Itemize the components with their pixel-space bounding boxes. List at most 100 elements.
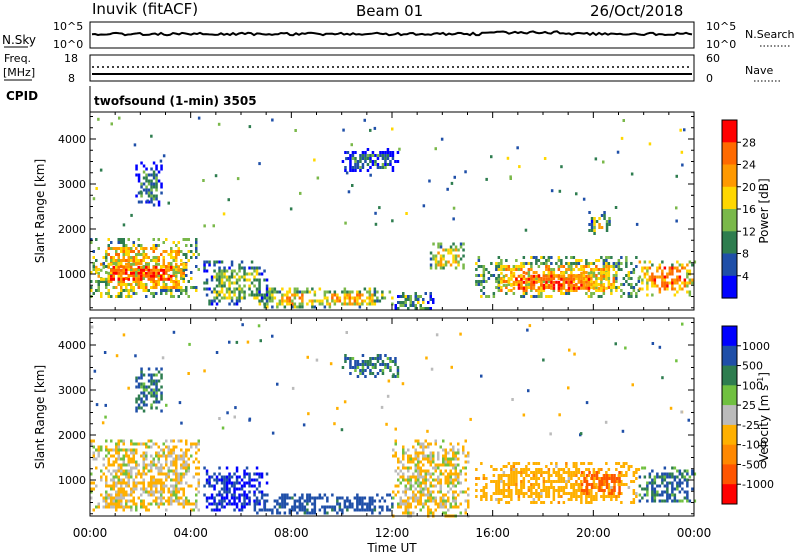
heatmap-cell (172, 439, 175, 443)
heatmap-cell (150, 182, 153, 186)
heatmap-cell (343, 400, 347, 404)
heatmap-cell (671, 269, 674, 273)
heatmap-cell (122, 283, 125, 286)
heatmap-cell (90, 442, 93, 446)
heatmap-cell (170, 484, 173, 488)
heatmap-cell (356, 508, 359, 512)
heatmap-cell (530, 283, 533, 287)
heatmap-cell (517, 471, 521, 474)
heatmap-cell (142, 256, 145, 259)
heatmap-cell (155, 182, 158, 186)
heatmap-cell (235, 340, 239, 344)
heatmap-cell (691, 487, 694, 491)
heatmap-cell (422, 442, 425, 446)
heatmap-cell (152, 499, 155, 503)
heatmap-cell (417, 442, 420, 446)
heatmap-cell (281, 496, 284, 500)
heatmap-cell (263, 499, 267, 503)
heatmap-cell (253, 499, 256, 503)
heatmap-cell (213, 275, 216, 279)
heatmap-cell (691, 469, 694, 473)
heatmap-cell (132, 490, 135, 494)
heatmap-cell (364, 369, 367, 372)
heatmap-cell (117, 457, 120, 461)
heatmap-cell (391, 166, 395, 169)
heatmap-cell (107, 292, 110, 295)
heatmap-cell (308, 493, 312, 497)
heatmap-cell (271, 118, 274, 122)
heatmap-cell (172, 460, 175, 464)
heatmap-cell (477, 274, 481, 277)
heatmap-cell (341, 511, 344, 515)
heatmap-cell (401, 382, 405, 386)
heatmap-cell (122, 259, 125, 262)
heatmap-cell (303, 505, 307, 509)
heatmap-cell (368, 496, 372, 500)
heatmap-cell (520, 468, 523, 471)
heatmap-cell (182, 238, 185, 241)
heatmap-cell (683, 478, 687, 482)
heatmap-cell (550, 256, 553, 259)
heatmap-cell (565, 462, 568, 465)
heatmap-cell (432, 301, 435, 304)
heatmap-cell (346, 296, 349, 300)
heatmap-cell (195, 472, 198, 476)
heatmap-cell (135, 484, 138, 488)
heatmap-cell (585, 401, 589, 405)
heatmap-cell (615, 498, 618, 501)
heatmap-cell (135, 167, 138, 171)
heatmap-cell (157, 469, 160, 473)
heatmap-cell (110, 454, 113, 458)
heatmap-cell (245, 481, 249, 485)
heatmap-cell (140, 472, 143, 476)
heatmap-cell (147, 277, 150, 281)
heatmap-cell (542, 358, 545, 362)
colorbar-segment (722, 484, 737, 505)
heatmap-cell (273, 505, 277, 509)
heatmap-cell (547, 486, 551, 489)
heatmap-cell (137, 179, 141, 183)
heatmap-cell (402, 490, 405, 494)
heatmap-cell (477, 280, 481, 283)
velocity-panel-frame (89, 317, 695, 517)
heatmap-cell (343, 296, 347, 300)
heatmap-cell (641, 269, 644, 273)
heatmap-cell (580, 283, 583, 287)
heatmap-cell (175, 496, 178, 500)
heatmap-cell (160, 469, 163, 473)
heatmap-cell (167, 454, 170, 458)
heatmap-cell (296, 305, 299, 309)
colorbar-tick-label: -500 (742, 458, 767, 471)
heatmap-cell (447, 251, 450, 255)
heatmap-cell (160, 478, 163, 482)
heatmap-cell (417, 457, 420, 461)
heatmap-cell (605, 486, 609, 489)
heatmap-cell (671, 281, 674, 285)
heatmap-cell (676, 475, 679, 479)
heatmap-cell (434, 260, 438, 264)
heatmap-cell (243, 296, 246, 300)
heatmap-cell (622, 283, 626, 286)
heatmap-cell (132, 292, 135, 295)
heatmap-cell (218, 299, 221, 303)
heatmap-cell (268, 299, 272, 303)
heatmap-cell (90, 472, 93, 476)
heatmap-cell (439, 445, 442, 449)
heatmap-cell (419, 466, 422, 470)
heatmap-cell (160, 376, 163, 380)
heatmap-cell (617, 265, 621, 268)
heatmap-cell (160, 286, 163, 289)
heatmap-cell (248, 278, 251, 282)
heatmap-cell (162, 256, 165, 259)
heatmap-cell (417, 295, 420, 298)
heatmap-cell (686, 478, 689, 482)
heatmap-cell (100, 295, 103, 298)
heatmap-cell (387, 379, 391, 383)
heatmap-cell (356, 290, 359, 294)
heatmap-cell (225, 278, 229, 282)
heatmap-cell (356, 496, 359, 500)
heatmap-cell (117, 439, 120, 443)
heatmap-cell (192, 253, 195, 256)
heatmap-cell (278, 299, 282, 303)
heatmap-cell (607, 489, 611, 492)
